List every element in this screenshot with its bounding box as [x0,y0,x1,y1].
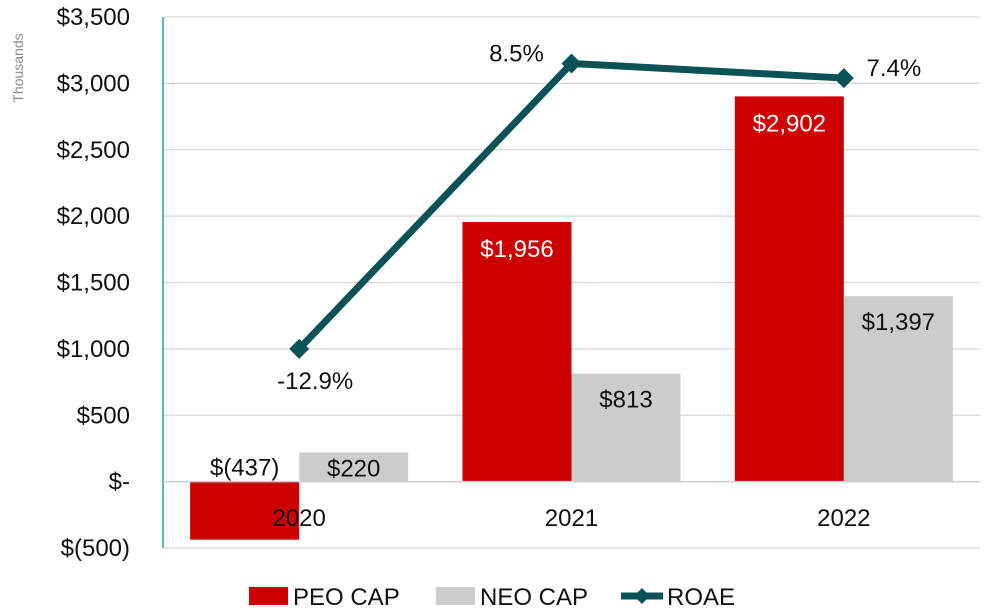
peo-cap-bar [734,96,844,482]
x-tick-label: 2020 [272,505,325,532]
peo-cap-bar [462,221,572,482]
legend-roae-marker [634,588,650,604]
y-tick-label: $500 [77,402,130,429]
y-axis-ticks: $(500) $- $500 $1,000 $1,500 $2,000 $2,500 $3,0… [57,4,130,562]
peo-cap-bar [190,481,300,540]
neo-cap-data-label: $813 [599,387,652,414]
neo-cap-data-label: $1,397 [862,309,935,336]
y-tick-label: $1,000 [57,336,130,363]
roae-marker [833,68,854,89]
roae-line-series [289,53,854,359]
category-labels: 2020 2021 2022 [272,505,870,532]
legend-peo-label: PEO CAP [293,584,400,611]
peo-cap-data-label: $(437) [210,455,279,482]
y-tick-label: $2,500 [57,137,130,164]
axes [162,17,980,548]
legend: PEO CAP NEO CAP ROAE [249,584,735,611]
y-tick-label: $3,500 [57,4,130,31]
neo-cap-bar [843,296,953,482]
bars [190,96,953,540]
y-tick-label: $2,000 [57,203,130,230]
roae-data-label: 8.5% [489,40,544,67]
y-axis-label: Thousands [10,33,26,102]
roae-marker [289,338,310,359]
x-tick-label: 2021 [545,505,598,532]
y-tick-label: $- [109,469,130,496]
legend-neo-swatch [436,587,475,605]
neo-cap-data-label: $220 [327,455,380,482]
peo-cap-data-label: $1,956 [480,236,553,263]
neo-cap-bar [571,373,681,482]
y-tick-label: $3,000 [57,70,130,97]
roae-data-label: 7.4% [866,55,921,82]
neo-cap-bar [299,452,409,482]
peo-cap-data-label: $2,902 [753,110,826,137]
data-labels: $(437) $1,956 $2,902 $220 $813 $1,397 -12.9% 8.… [210,40,935,482]
legend-roae-label: ROAE [667,584,735,611]
legend-neo-label: NEO CAP [480,584,588,611]
x-tick-label: 2022 [817,505,870,532]
y-tick-label: $1,500 [57,270,130,297]
legend-peo-swatch [249,587,288,605]
y-tick-label: $(500) [61,535,130,562]
roae-data-label: -12.9% [277,368,353,395]
roae-marker [561,53,582,74]
